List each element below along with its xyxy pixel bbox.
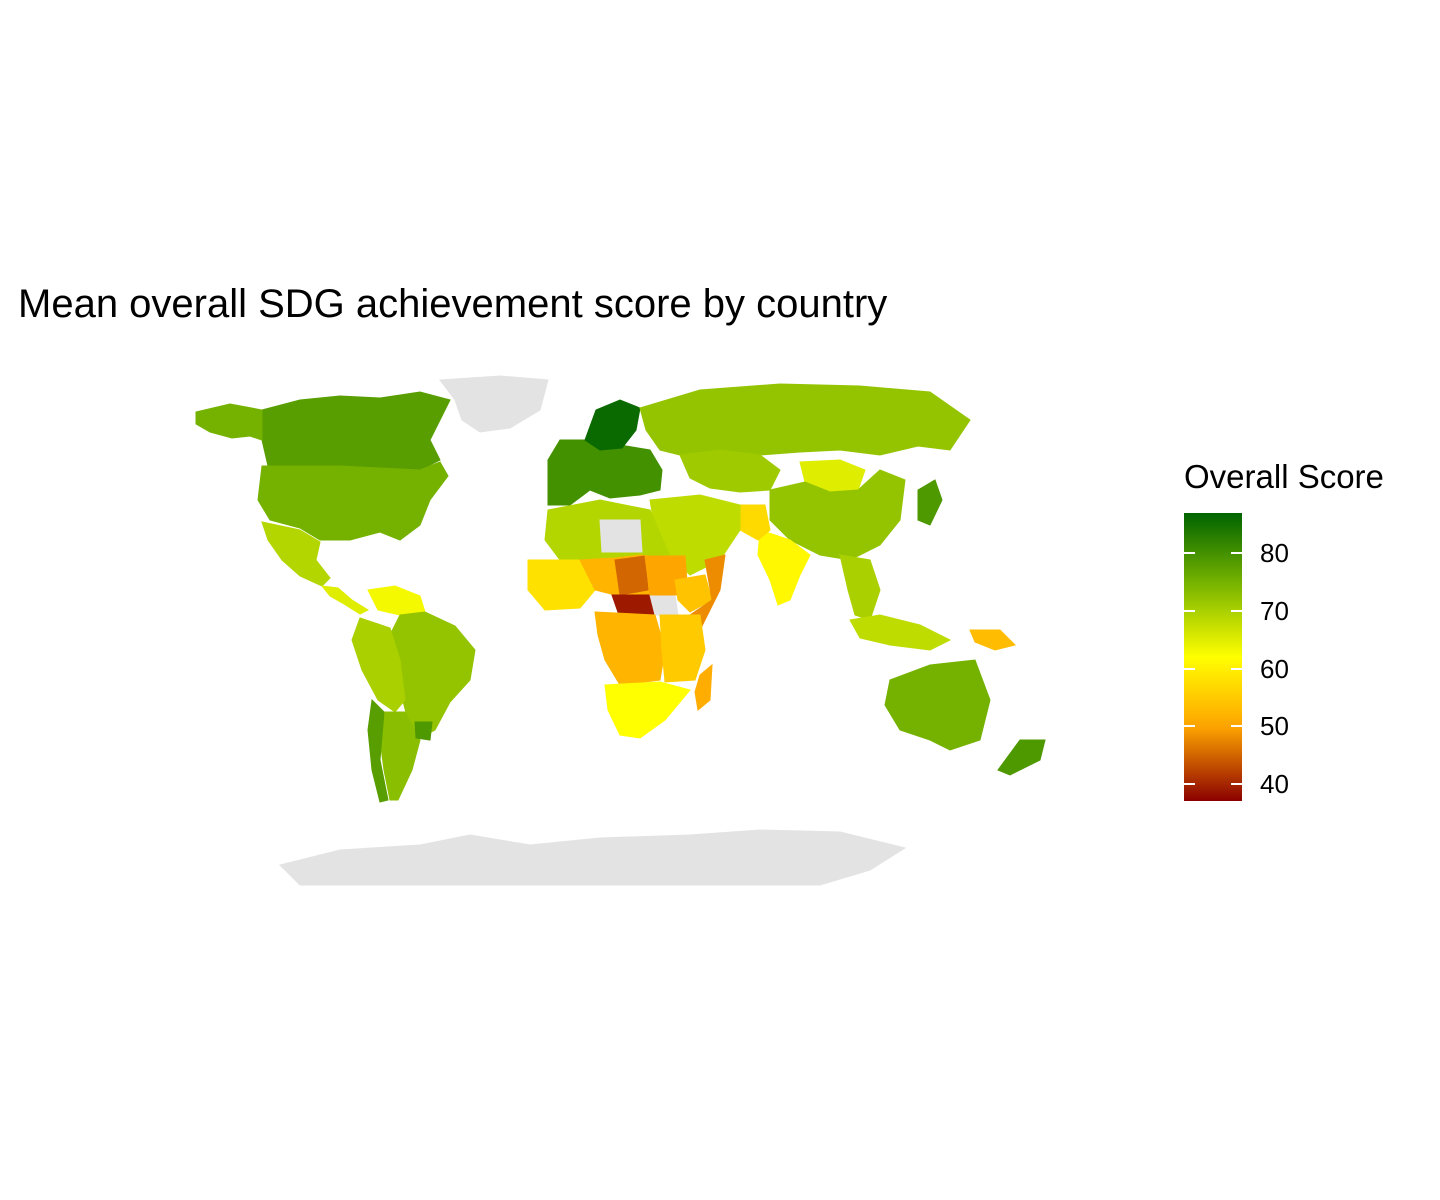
region-united-states xyxy=(257,461,449,541)
legend-tick-mark xyxy=(1231,725,1242,728)
legend-tick-label: 50 xyxy=(1260,711,1289,742)
region-canada xyxy=(261,391,451,471)
region-southeast-asia xyxy=(839,554,881,621)
region-ethiopia xyxy=(674,574,713,613)
region-east-africa xyxy=(659,614,706,683)
region-uruguay xyxy=(414,721,433,741)
region-madagascar xyxy=(694,663,713,711)
legend-tick-mark xyxy=(1231,552,1242,555)
region-south-sudan xyxy=(649,594,679,616)
region-australia xyxy=(884,659,991,751)
legend-title: Overall Score xyxy=(1184,458,1384,495)
region-japan xyxy=(917,479,943,526)
region-antarctica xyxy=(279,829,907,886)
region-papua-new-guinea xyxy=(969,629,1016,651)
region-mexico xyxy=(261,521,331,587)
region-libya xyxy=(599,519,643,553)
region-russia xyxy=(639,383,971,456)
legend-tick-label: 80 xyxy=(1260,538,1289,569)
legend-tick-mark xyxy=(1184,725,1195,728)
region-kazakhstan xyxy=(679,449,781,493)
region-indonesia xyxy=(849,614,952,651)
legend-tick-mark xyxy=(1184,552,1195,555)
region-alaska xyxy=(195,403,263,441)
legend-tick-mark xyxy=(1231,609,1242,612)
legend-tick-label: 40 xyxy=(1260,768,1289,799)
region-congo-basin xyxy=(594,611,666,686)
region-central-america xyxy=(320,585,370,615)
legend-color-bar xyxy=(1184,513,1242,801)
region-venezuela xyxy=(367,585,426,616)
map-title: Mean overall SDG achievement score by co… xyxy=(18,282,888,326)
legend-tick-mark xyxy=(1184,609,1195,612)
legend: Overall Score 40 50 60 70 80 xyxy=(1184,458,1424,818)
map-regions xyxy=(195,375,1046,886)
region-new-zealand xyxy=(997,739,1046,776)
legend-tick-label: 60 xyxy=(1260,653,1289,684)
legend-tick-mark xyxy=(1231,782,1242,785)
legend-tick-label: 70 xyxy=(1260,595,1289,626)
region-chad xyxy=(614,555,649,596)
region-southern-africa xyxy=(604,681,691,739)
region-greenland xyxy=(439,375,549,433)
region-chile xyxy=(367,698,389,803)
region-scandinavia xyxy=(584,399,641,451)
legend-tick-mark xyxy=(1184,667,1195,670)
legend-tick-mark xyxy=(1184,782,1195,785)
legend-tick-mark xyxy=(1231,667,1242,670)
region-india xyxy=(757,529,811,606)
